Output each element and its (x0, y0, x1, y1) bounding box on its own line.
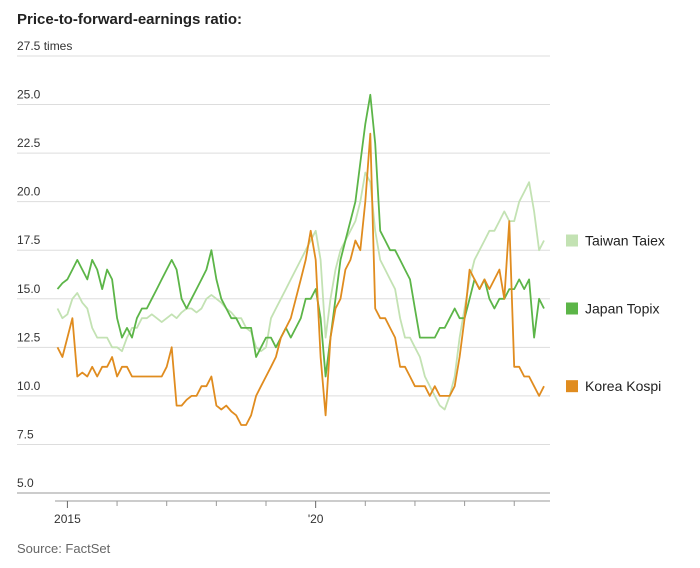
y-tick-label: 15.0 (17, 282, 41, 296)
y-tick-label: 10.0 (17, 379, 41, 393)
legend-swatch (566, 380, 578, 393)
legend-swatch (566, 234, 578, 247)
y-tick-label: 12.5 (17, 330, 41, 344)
source: Source: FactSet (17, 541, 111, 556)
legend-label: Japan Topix (585, 300, 659, 316)
legend-label: Korea Kospi (585, 378, 661, 394)
legend-label: Taiwan Taiex (585, 233, 665, 249)
y-tick-label: 7.5 (17, 427, 34, 441)
y-tick-label: 20.0 (17, 185, 41, 199)
series-line (56, 132, 545, 426)
y-tick-label: 17.5 (17, 233, 41, 247)
series-line (56, 93, 545, 378)
chart-title: Price-to-forward-earnings ratio: (17, 11, 242, 28)
y-tick-label: 27.5 times (17, 39, 72, 53)
x-tick-label: 2015 (54, 512, 81, 526)
y-tick-label: 22.5 (17, 136, 41, 150)
y-tick-label: 5.0 (17, 476, 34, 490)
legend-swatch (566, 302, 578, 315)
y-tick-label: 25.0 (17, 88, 41, 102)
x-tick-label: '20 (308, 512, 324, 526)
